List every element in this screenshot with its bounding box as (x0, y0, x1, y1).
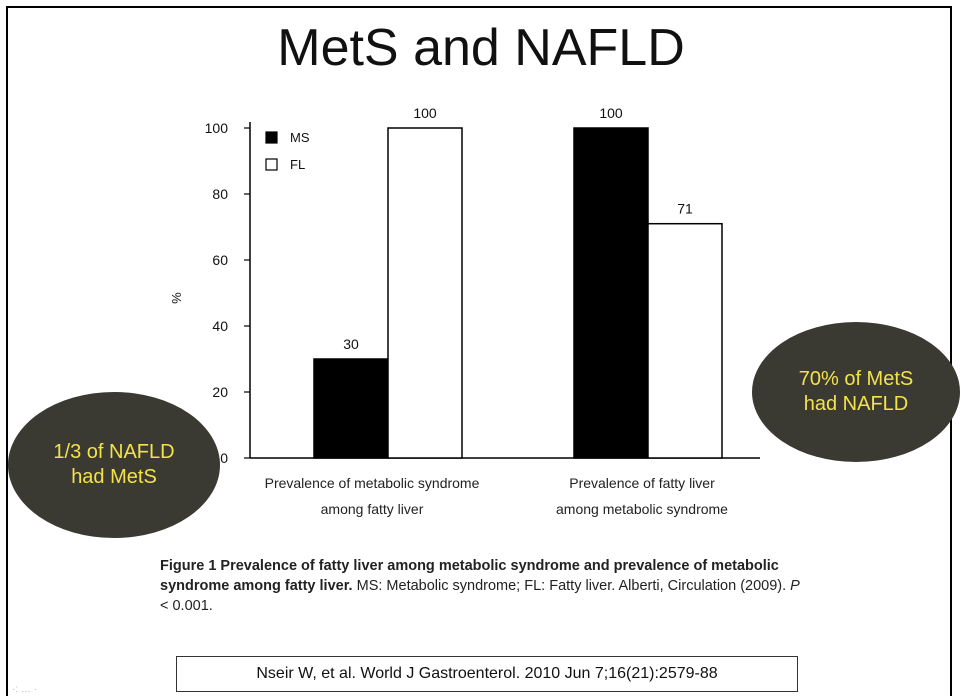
data-label: 30 (343, 336, 359, 352)
bar-fl-1 (647, 222, 723, 459)
category-label: Prevalence of metabolic syndrome (265, 475, 480, 491)
data-label: 100 (413, 105, 437, 121)
bar-ms-1 (573, 127, 649, 459)
citation-text: Nseir W, et al. World J Gastroenterol. 2… (256, 665, 718, 682)
category-label: among fatty liver (321, 501, 424, 517)
bar-fl-0 (387, 127, 463, 459)
y-tick-label: 0 (220, 450, 228, 466)
legend-swatch-ms (265, 131, 278, 144)
bar-ms-0 (313, 358, 389, 459)
figure-caption: Figure 1 Prevalence of fatty liver among… (160, 556, 800, 616)
y-tick-label: 80 (212, 186, 228, 202)
annotation-bubble-right: 70% of MetS had NAFLD (752, 322, 960, 462)
data-label: 100 (599, 105, 623, 121)
legend-label-ms: MS (290, 130, 310, 145)
watermark: ·: … · (12, 684, 37, 695)
legend-label-fl: FL (290, 157, 305, 172)
citation-box: Nseir W, et al. World J Gastroenterol. 2… (176, 656, 798, 692)
caption-p-value: < 0.001. (160, 598, 213, 614)
slide-frame (6, 6, 952, 696)
data-label: 71 (677, 201, 693, 217)
slide-title: MetS and NAFLD (277, 19, 685, 77)
annotation-bubble-left: 1/3 of NAFLD had MetS (8, 392, 220, 538)
caption-bold: Figure 1 Prevalence of fatty liver among… (160, 558, 779, 594)
y-tick-label: 40 (212, 318, 228, 334)
category-label: among metabolic syndrome (556, 501, 728, 517)
y-axis-label: % (169, 292, 184, 304)
caption-text: MS: Metabolic syndrome; FL: Fatty liver.… (352, 578, 791, 594)
y-tick-label: 60 (212, 252, 228, 268)
annotation-left-text: 1/3 of NAFLD had MetS (53, 441, 175, 488)
y-tick-label: 100 (205, 120, 229, 136)
annotation-right-text: 70% of MetS had NAFLD (798, 368, 914, 415)
category-label: Prevalence of fatty liver (569, 475, 715, 491)
caption-p-label: P (790, 578, 800, 594)
y-tick-label: 20 (212, 384, 228, 400)
legend-swatch-fl (265, 158, 278, 171)
